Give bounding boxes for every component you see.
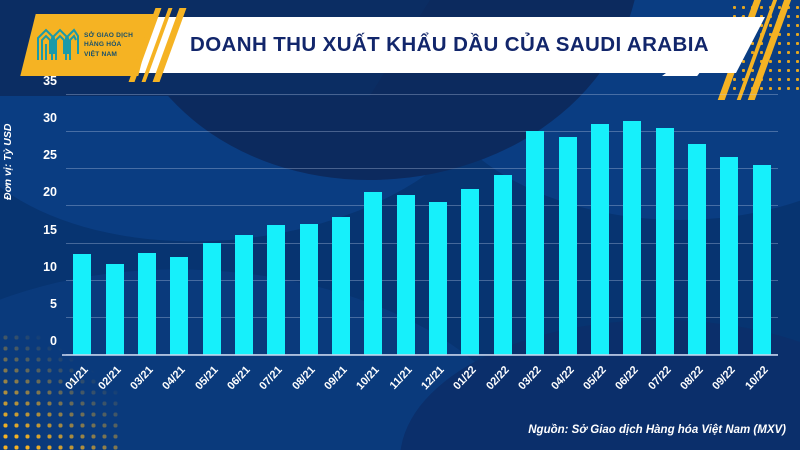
chart-plot-area: 0 5 10 15 20 25 30 35 01/21 02/21 03/21 04/21 05/21… bbox=[43, 74, 778, 392]
bar bbox=[655, 128, 674, 355]
bar-slot: 01/22 bbox=[452, 95, 486, 392]
bar-slot: 01/21 bbox=[63, 95, 98, 392]
gridline bbox=[66, 205, 778, 207]
bar bbox=[364, 192, 383, 355]
bar-slot: 06/22 bbox=[614, 95, 648, 392]
bar bbox=[299, 223, 318, 355]
bar bbox=[267, 225, 286, 355]
logo-slashes-decoration bbox=[128, 8, 192, 82]
bar-slot: 10/22 bbox=[743, 95, 778, 392]
bar-slot: 05/21 bbox=[193, 95, 227, 392]
bar-slot: 06/21 bbox=[225, 95, 260, 392]
bar-series: 01/21 02/21 03/21 04/21 05/21 06/21 07/21 08/21… bbox=[63, 95, 778, 392]
bar-slot: 02/22 bbox=[484, 95, 519, 392]
bar bbox=[590, 123, 609, 355]
bar bbox=[461, 189, 480, 355]
y-axis-tick-label: 5 bbox=[50, 296, 57, 311]
mxv-maze-logo-icon bbox=[36, 28, 79, 60]
bar-slot: 03/22 bbox=[516, 95, 551, 392]
bar bbox=[234, 234, 253, 355]
gridline bbox=[66, 242, 778, 244]
bar bbox=[752, 164, 771, 355]
bar-slot: 03/21 bbox=[128, 95, 163, 392]
dot-pattern-bottom-left-icon bbox=[0, 332, 120, 450]
bar bbox=[170, 256, 189, 355]
bar-slot: 09/21 bbox=[322, 95, 357, 392]
bar bbox=[73, 253, 92, 355]
y-axis-tick-label: 35 bbox=[43, 74, 57, 88]
bar-slot: 08/22 bbox=[678, 95, 713, 392]
page-title: DOANH THU XUẤT KHẨU DẦU CỦA SAUDI ARABIA bbox=[190, 33, 709, 56]
x-axis-line bbox=[62, 354, 778, 356]
bar-slot: 09/22 bbox=[711, 95, 745, 392]
gridline bbox=[66, 279, 778, 281]
gridline bbox=[66, 316, 778, 318]
bar-slot: 04/21 bbox=[160, 95, 195, 392]
bar bbox=[396, 194, 415, 355]
y-axis-tick-label: 25 bbox=[43, 148, 57, 163]
bar-slot: 07/21 bbox=[258, 95, 292, 392]
brand-line-2: HÀNG HÓA bbox=[84, 41, 122, 49]
bar bbox=[429, 201, 448, 355]
bar-slot: 02/21 bbox=[96, 95, 130, 392]
gridline bbox=[66, 168, 778, 170]
y-axis-tick-label: 0 bbox=[50, 334, 57, 348]
bar-slot: 12/21 bbox=[419, 95, 454, 392]
y-axis-tick-label: 20 bbox=[43, 185, 57, 200]
bar-slot: 08/21 bbox=[290, 95, 325, 392]
source-note: Nguồn: Sở Giao dịch Hàng hóa Việt Nam (M… bbox=[528, 424, 786, 436]
bar bbox=[493, 175, 512, 355]
gridline bbox=[66, 131, 778, 133]
brand-logo: SỞ GIAO DỊCH HÀNG HÓA VIỆT NAM bbox=[20, 14, 154, 76]
brand-logo-text: SỞ GIAO DỊCH HÀNG HÓA VIỆT NAM bbox=[84, 31, 133, 59]
bar-slot: 04/22 bbox=[549, 95, 583, 392]
bar-slot: 07/22 bbox=[646, 95, 680, 392]
bar bbox=[558, 136, 577, 355]
gridline bbox=[66, 94, 778, 95]
y-axis-tick-label: 30 bbox=[43, 111, 57, 126]
bar bbox=[623, 121, 642, 355]
bar bbox=[105, 263, 124, 355]
bar bbox=[202, 242, 221, 355]
bar-slot: 11/21 bbox=[387, 95, 422, 392]
y-axis-title: Đơn vị: Tỷ USD bbox=[2, 123, 14, 200]
brand-line-1: SỞ GIAO DỊCH bbox=[84, 31, 134, 39]
bar bbox=[137, 253, 156, 355]
bar-slot: 05/22 bbox=[581, 95, 616, 392]
bar bbox=[332, 216, 351, 355]
bar bbox=[688, 144, 706, 355]
bar bbox=[526, 131, 545, 355]
y-axis-tick-label: 10 bbox=[43, 259, 57, 274]
y-axis-tick-label: 15 bbox=[43, 222, 57, 237]
brand-line-3: VIỆT NAM bbox=[84, 50, 118, 58]
bar bbox=[720, 156, 739, 355]
bar-slot: 10/21 bbox=[355, 95, 389, 392]
